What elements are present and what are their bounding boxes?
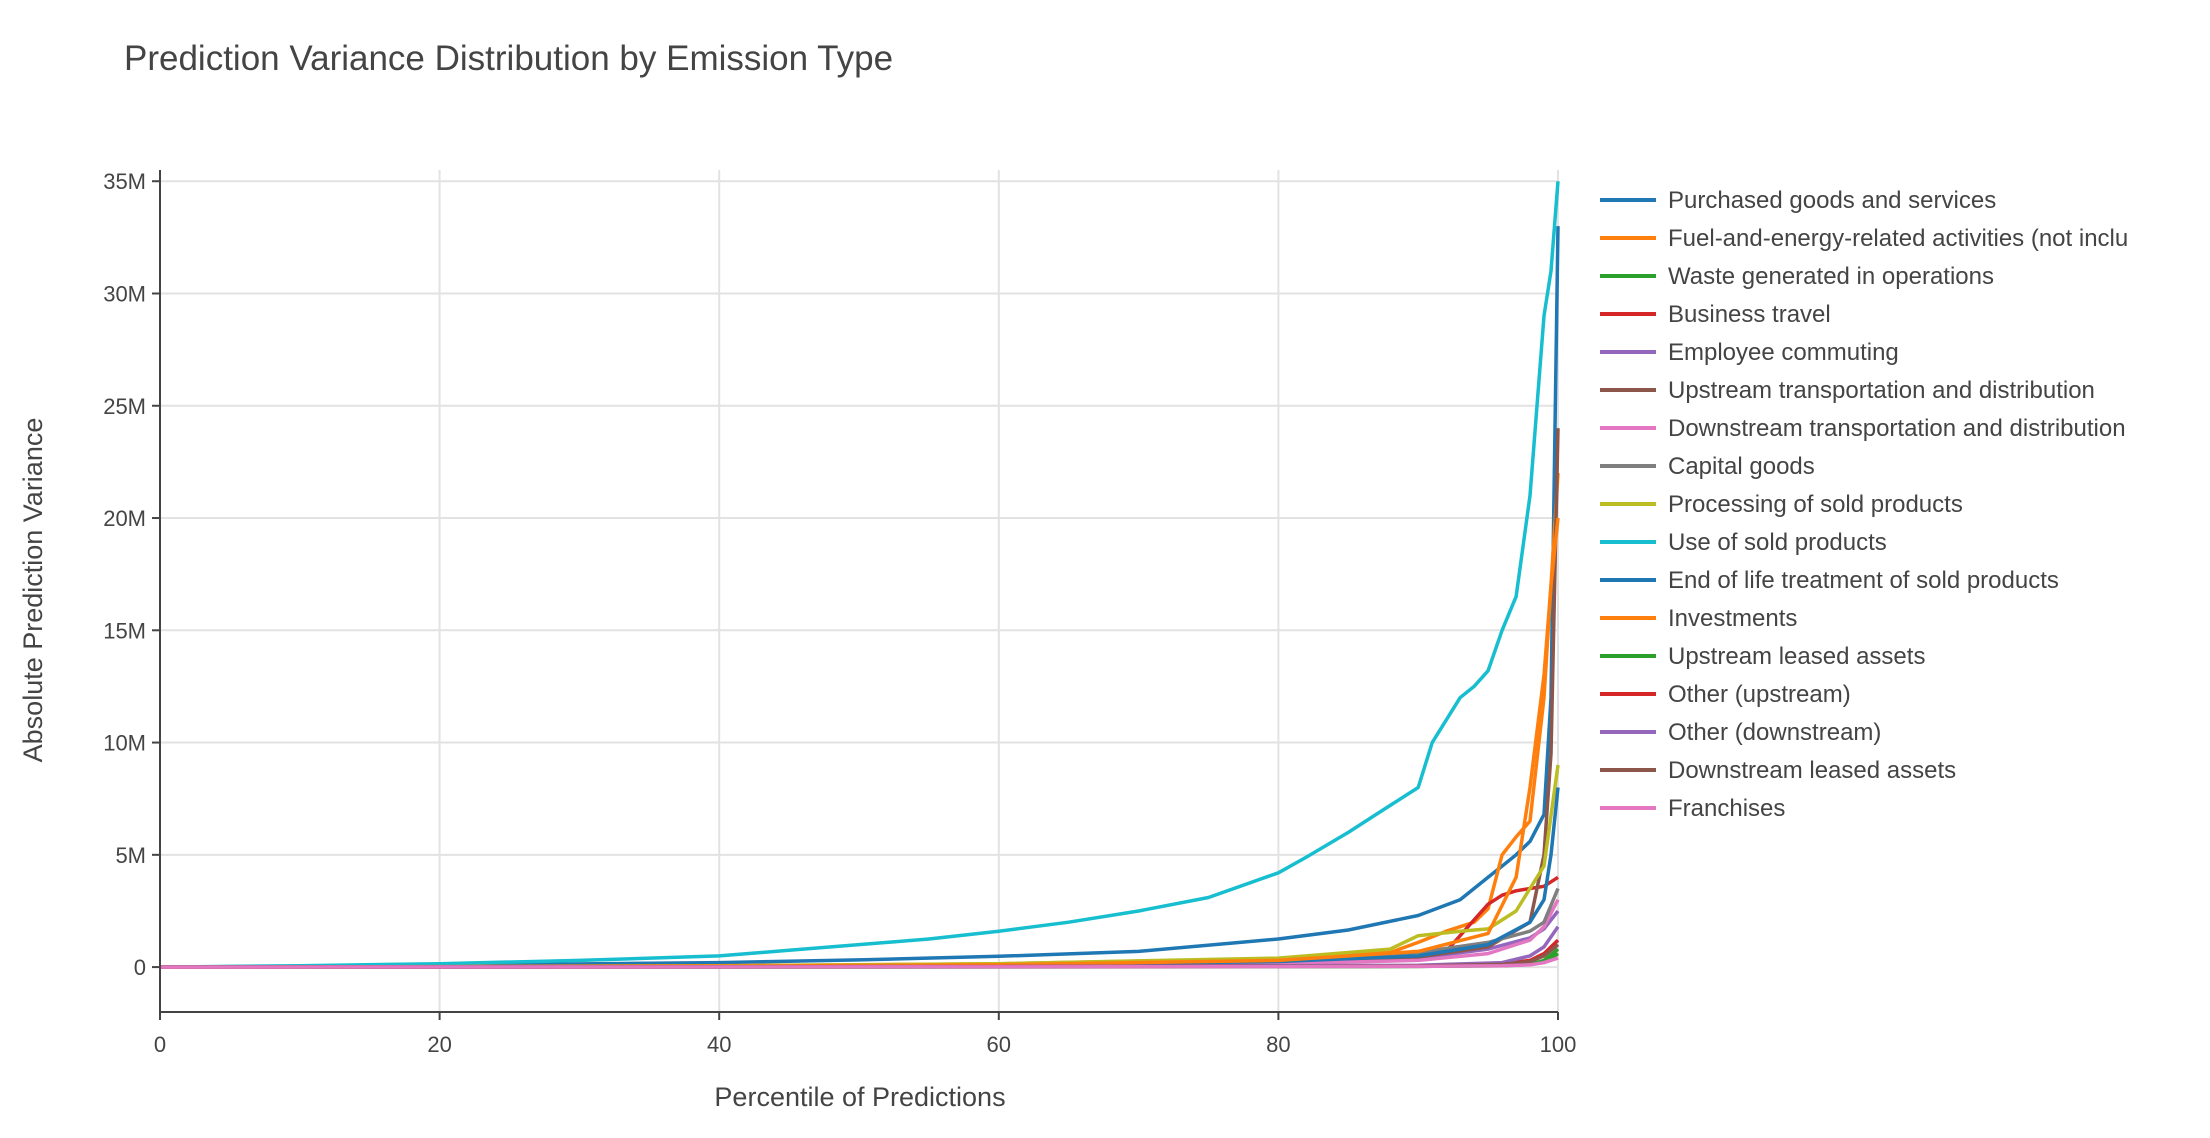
legend-label: Investments: [1668, 605, 1797, 632]
y-tick-label: 35M: [103, 169, 146, 194]
gridlines: [160, 170, 1559, 1012]
legend-item[interactable]: Downstream leased assets: [1600, 757, 1956, 784]
legend-label: Fuel-and-energy-related activities (not …: [1668, 225, 2128, 252]
series-line: [159, 472, 1560, 969]
x-tick-label: 100: [1540, 1032, 1577, 1057]
series-lines: [159, 181, 1560, 969]
legend: Purchased goods and services Fuel-and-ene…: [1600, 187, 2128, 822]
legend-label: Employee commuting: [1668, 339, 1899, 366]
x-axis-title: Percentile of Predictions: [714, 1082, 1005, 1112]
series-line: [159, 764, 1560, 969]
x-tick-label: 40: [707, 1032, 731, 1057]
legend-label: Waste generated in operations: [1668, 263, 1994, 290]
legend-label: Other (upstream): [1668, 681, 1851, 708]
series-line: [159, 181, 1560, 969]
legend-label: Franchises: [1668, 795, 1785, 822]
legend-item[interactable]: Waste generated in operations: [1600, 263, 1994, 290]
legend-label: Purchased goods and services: [1668, 187, 1996, 214]
tick-labels: 0 20 40 60 80 100 0 5M 10M 15M 20M 25M 30M 35M: [103, 169, 1576, 1057]
legend-label: Business travel: [1668, 301, 1831, 328]
legend-item[interactable]: Employee commuting: [1600, 339, 1899, 366]
legend-label: Downstream leased assets: [1668, 757, 1956, 784]
x-tick-label: 20: [427, 1032, 451, 1057]
legend-label: Other (downstream): [1668, 719, 1881, 746]
legend-item[interactable]: Upstream leased assets: [1600, 643, 1925, 670]
axes: [159, 170, 1558, 1013]
x-tick-label: 0: [154, 1032, 166, 1057]
legend-item[interactable]: Processing of sold products: [1600, 491, 1963, 518]
legend-label: Capital goods: [1668, 453, 1815, 480]
chart-title: Prediction Variance Distribution by Emis…: [124, 39, 893, 78]
legend-label: Downstream transportation and distributi…: [1668, 415, 2126, 442]
legend-item[interactable]: Downstream transportation and distributi…: [1600, 415, 2126, 442]
legend-item[interactable]: Investments: [1600, 605, 1797, 632]
legend-item[interactable]: Franchises: [1600, 795, 1785, 822]
legend-item[interactable]: Business travel: [1600, 301, 1831, 328]
legend-label: Upstream leased assets: [1668, 643, 1925, 670]
legend-item[interactable]: Other (downstream): [1600, 719, 1881, 746]
series-line: [159, 956, 1559, 969]
x-tick-label: 60: [987, 1032, 1011, 1057]
legend-item[interactable]: Capital goods: [1600, 453, 1815, 480]
series-line: [159, 428, 1560, 969]
legend-item[interactable]: Other (upstream): [1600, 681, 1851, 708]
y-tick-label: 15M: [103, 618, 146, 643]
x-tick-label: 80: [1266, 1032, 1290, 1057]
legend-label: End of life treatment of sold products: [1668, 567, 2059, 594]
y-tick-label: 30M: [103, 281, 146, 306]
y-tick-label: 25M: [103, 394, 146, 419]
y-axis-title: Absolute Prediction Variance: [18, 418, 48, 763]
legend-item[interactable]: Use of sold products: [1600, 529, 1887, 556]
y-tick-label: 5M: [115, 843, 146, 868]
legend-item[interactable]: End of life treatment of sold products: [1600, 567, 2059, 594]
legend-item[interactable]: Upstream transportation and distribution: [1600, 377, 2095, 404]
series-line: [159, 226, 1560, 969]
legend-label: Use of sold products: [1668, 529, 1887, 556]
legend-label: Processing of sold products: [1668, 491, 1963, 518]
legend-item[interactable]: Purchased goods and services: [1600, 187, 1996, 214]
legend-item[interactable]: Fuel-and-energy-related activities (not …: [1600, 225, 2128, 252]
y-tick-label: 10M: [103, 731, 146, 756]
series-line: [159, 787, 1560, 969]
y-tick-label: 0: [134, 955, 146, 980]
y-tick-label: 20M: [103, 506, 146, 531]
legend-label: Upstream transportation and distribution: [1668, 377, 2095, 404]
